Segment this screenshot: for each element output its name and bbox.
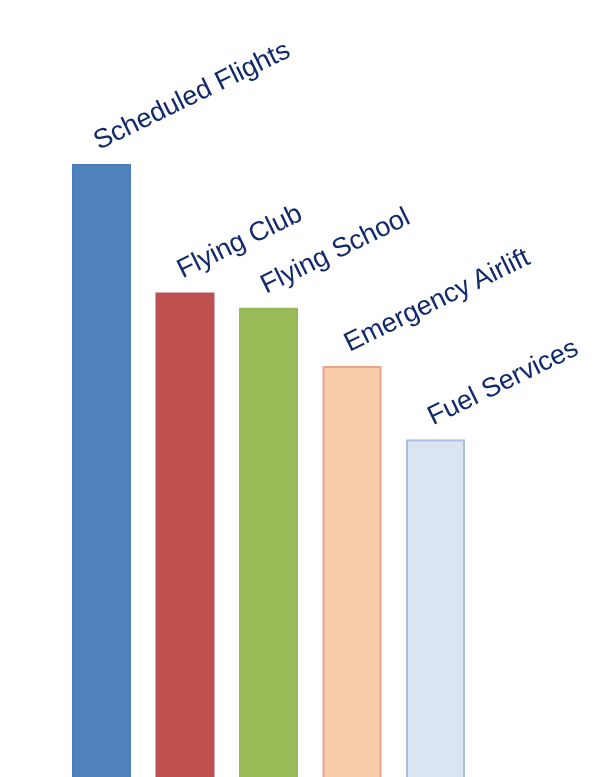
bar-fuel-services (406, 439, 465, 777)
bars-group (72, 164, 465, 777)
bar-emergency-airlift (322, 365, 382, 777)
bar-scheduled-flights (72, 164, 131, 777)
bar-label-fuel-services: Fuel Services (422, 332, 582, 431)
bar-flying-club (155, 292, 215, 777)
bar-label-scheduled-flights: Scheduled Flights (88, 34, 294, 155)
bar-label-emergency-airlift: Emergency Airlift (339, 241, 535, 357)
bar-flying-school (239, 307, 298, 777)
